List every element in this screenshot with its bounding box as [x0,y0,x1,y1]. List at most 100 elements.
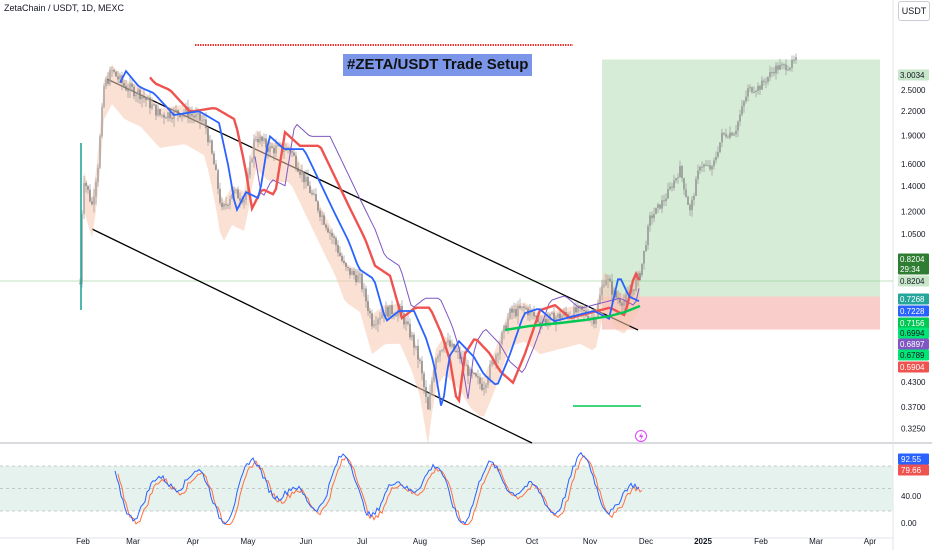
projection-body [665,198,667,202]
candle-body [299,171,301,175]
candle-body [301,172,303,175]
candle-body [507,318,509,331]
candle-body [213,153,215,165]
candle-body [415,345,417,348]
candle-body [457,351,459,353]
candle-body [575,307,577,313]
candle-body [551,312,553,314]
candle-body [315,194,317,202]
candle-body [295,155,297,168]
candle-body [135,94,137,97]
candle-body [455,350,457,352]
candle-body [475,373,477,377]
projection-body [715,156,717,161]
candle-body [131,83,133,87]
candle-body [185,107,187,113]
candle-body [127,90,129,92]
projection-body [663,200,665,202]
projection-body [667,189,669,199]
candle-body [479,377,481,384]
candle-body [473,372,475,374]
candle-body [117,76,119,80]
candle-body [203,119,205,121]
candle-body [269,146,271,152]
target-zone [602,59,880,297]
projection-body [681,165,683,179]
candle-body [353,271,355,276]
candle-body [221,202,223,208]
candle-body [159,109,161,116]
candle-body [83,183,85,214]
candle-body [109,70,111,84]
candle-body [347,267,349,269]
projection-body [647,226,649,246]
candle-body [153,104,155,106]
projection-body [651,215,653,219]
candle-body [193,115,195,118]
candle-body [243,199,245,203]
projection-body [691,199,693,211]
projection-body [699,166,701,171]
candle-body [621,303,623,306]
candle-body [333,236,335,238]
candle-body [119,75,121,80]
candle-body [305,176,307,183]
projection-body [751,87,753,93]
price-tag [898,253,929,265]
time-tick-label: Apr [864,537,877,546]
candle-body [495,355,497,364]
candle-body [425,386,427,397]
candle-body [615,290,617,298]
candle-body [273,147,275,154]
candle-body [379,317,381,320]
projection-body [773,72,775,74]
candle-body [113,69,115,72]
candle-body [331,232,333,237]
candle-body [163,114,165,118]
candle-body [249,161,251,176]
candle-body [607,278,609,280]
projection-body [759,85,761,90]
candle-body [529,310,531,316]
candle-body [409,323,411,338]
symbol-header[interactable]: ZetaChain / USDT, 1D, MEXC [4,3,125,13]
candle-body [275,146,277,154]
candle-body [95,182,97,197]
oscillator-tag [898,464,929,476]
candle-body [157,109,159,116]
candle-body [317,201,319,211]
candle-body [577,305,579,313]
projection-body [709,165,711,170]
time-tick-label: Mar [809,537,823,546]
candle-body [123,83,125,87]
projection-body [781,64,783,66]
projection-body [705,164,707,166]
candle-body [145,98,147,101]
currency-button[interactable]: USDT [898,1,930,21]
candle-body [307,176,309,186]
candle-body [579,305,581,307]
price-tag [898,317,929,329]
candle-body [361,273,363,290]
candle-body [483,387,485,390]
candle-body [245,192,247,200]
projection-body [655,207,657,214]
candle-body [141,96,143,100]
candle-body [611,281,613,295]
candle-body [401,305,403,314]
projection-body [743,101,745,107]
candle-body [559,313,561,319]
candle-body [327,228,329,233]
candle-body [197,113,199,115]
time-tick-label: Nov [583,537,597,546]
candle-body [129,83,131,91]
projection-body [723,132,725,135]
ema-purple [254,123,640,399]
candle-body [599,295,601,304]
price-tag [898,361,929,373]
candle-body [635,278,637,291]
candle-body [517,305,519,317]
candle-body [547,319,549,324]
candle-body [565,311,567,315]
